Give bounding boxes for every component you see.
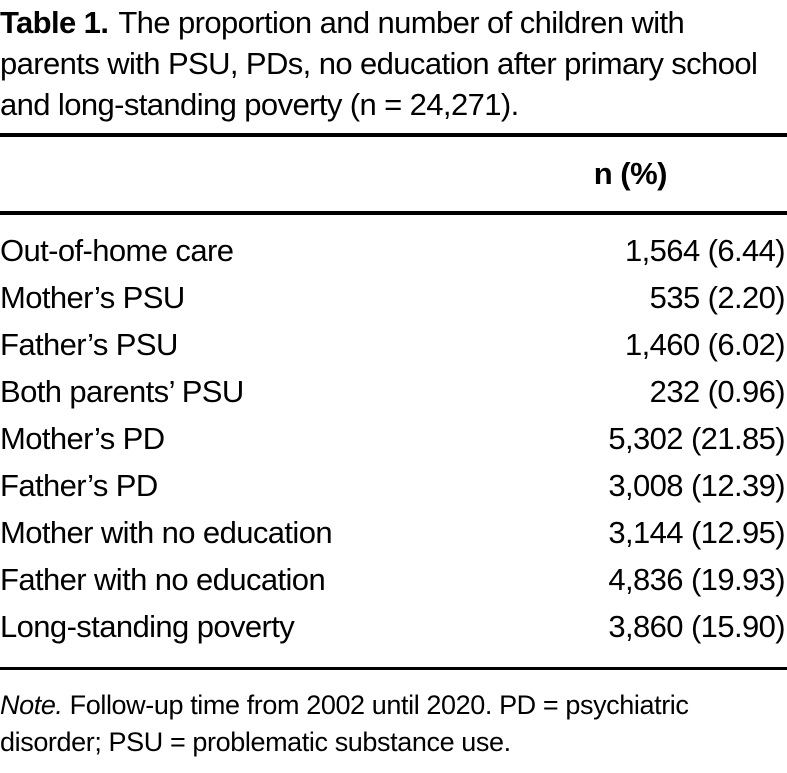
table-row: Father with no education 4,836 (19.93)	[0, 556, 787, 603]
row-label: Father’s PSU	[0, 327, 178, 362]
table-title-label: Table 1.	[0, 5, 109, 40]
row-label: Mother with no education	[0, 515, 333, 550]
table-header-row: n (%)	[0, 137, 787, 211]
table-body: Out-of-home care 1,564 (6.44) Mother’s P…	[0, 215, 787, 650]
table-title: Table 1. The proportion and number of chi…	[0, 2, 787, 125]
table-rule-top	[0, 133, 787, 137]
table-row: Long-standing poverty 3,860 (15.90)	[0, 603, 787, 650]
table-row: Mother’s PD 5,302 (21.85)	[0, 415, 787, 462]
table-row: Mother with no education 3,144 (12.95)	[0, 509, 787, 556]
table-note: Note. Follow-up time from 2002 until 202…	[0, 687, 787, 761]
column-header-n-percent: n (%)	[593, 156, 668, 191]
row-label: Mother’s PD	[0, 421, 165, 456]
row-value: 1,460 (6.02)	[625, 327, 786, 362]
table-row: Mother’s PSU 535 (2.20)	[0, 274, 787, 321]
note-label: Note.	[0, 690, 63, 720]
row-label: Both parents’ PSU	[0, 374, 244, 409]
table-row: Father’s PD 3,008 (12.39)	[0, 462, 787, 509]
row-label: Long-standing poverty	[0, 609, 295, 644]
row-value: 4,836 (19.93)	[608, 562, 785, 597]
row-value: 3,008 (12.39)	[608, 468, 785, 503]
table-rule-header	[0, 211, 787, 215]
row-label: Mother’s PSU	[0, 280, 185, 315]
table-title-text: The proportion and number of children wi…	[0, 5, 758, 122]
row-label: Out-of-home care	[0, 233, 234, 268]
table-rule-bottom	[0, 667, 787, 670]
row-value: 3,860 (15.90)	[608, 609, 785, 644]
row-value: 535 (2.20)	[649, 280, 786, 315]
note-text: Follow-up time from 2002 until 2020. PD …	[0, 690, 689, 757]
row-label: Father’s PD	[0, 468, 158, 503]
row-label: Father with no education	[0, 562, 326, 597]
row-value: 232 (0.96)	[649, 374, 786, 409]
table-row: Both parents’ PSU 232 (0.96)	[0, 368, 787, 415]
row-value: 1,564 (6.44)	[625, 233, 786, 268]
table-row: Father’s PSU 1,460 (6.02)	[0, 321, 787, 368]
table-row: Out-of-home care 1,564 (6.44)	[0, 227, 787, 274]
row-value: 5,302 (21.85)	[608, 421, 785, 456]
row-value: 3,144 (12.95)	[608, 515, 785, 550]
